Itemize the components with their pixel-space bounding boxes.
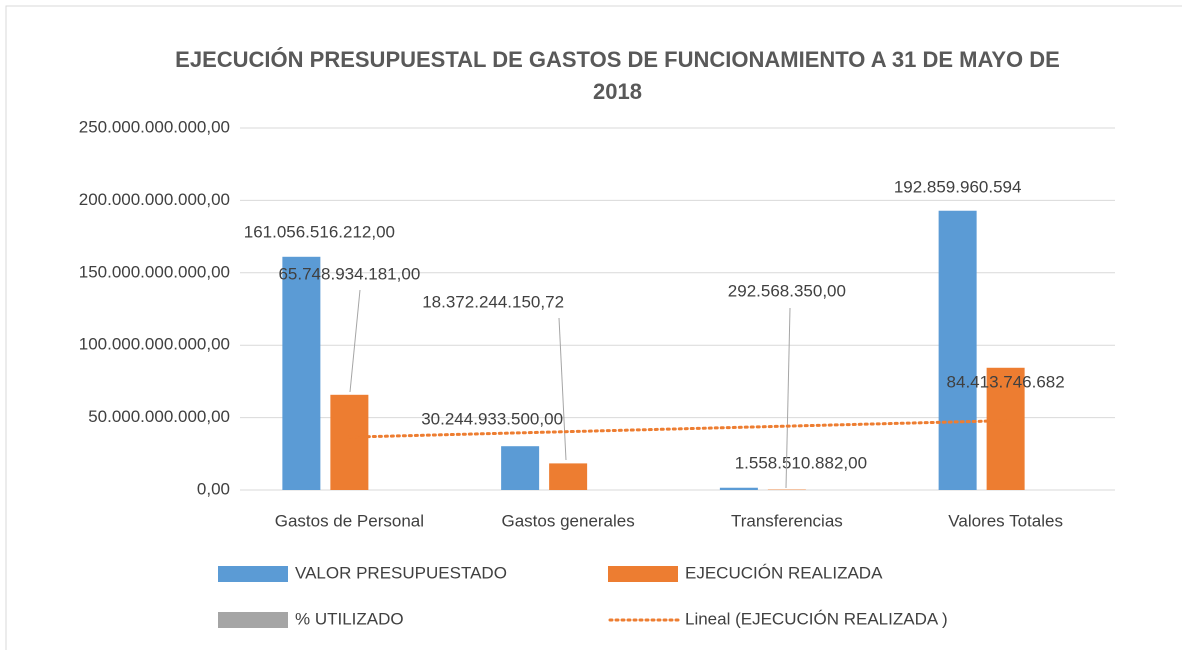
bar [330,394,369,490]
legend-swatch [218,612,288,628]
chart-border [5,5,1182,650]
data-label: 30.244.933.500,00 [421,409,563,428]
legend-swatch [608,566,678,582]
legend-label: % UTILIZADO [295,609,404,628]
x-tick-label: Valores Totales [948,511,1063,530]
leader-line [349,289,361,393]
y-tick-label: 200.000.000.000,00 [79,190,230,209]
data-label: 18.372.244.150,72 [422,292,564,311]
data-label: 192.859.960.594 [894,177,1022,196]
x-tick-label: Gastos generales [502,511,635,530]
bar [282,256,321,490]
bar [938,210,977,490]
y-tick-label: 150.000.000.000,00 [79,262,230,281]
data-label: 161.056.516.212,00 [244,222,395,241]
bar [549,463,588,490]
y-tick-label: 100.000.000.000,00 [79,335,230,354]
x-tick-label: Transferencias [731,511,843,530]
bar [501,446,540,490]
leader-line [558,317,567,461]
bar [986,367,1025,490]
trendline [347,419,1008,439]
y-tick-label: 50.000.000.000,00 [88,407,230,426]
y-tick-label: 0,00 [197,479,230,498]
chart-title: EJECUCIÓN PRESUPUESTAL DE GASTOS DE FUNC… [175,47,1060,104]
legend-label: EJECUCIÓN REALIZADA [685,563,883,582]
leader-line [785,307,791,489]
data-label: 65.748.934.181,00 [278,264,420,283]
x-tick-label: Gastos de Personal [275,511,424,530]
data-label: 84.413.746.682 [947,372,1065,391]
legend-swatch [218,566,288,582]
data-label: 1.558.510.882,00 [735,453,867,472]
legend-label: Lineal (EJECUCIÓN REALIZADA ) [685,609,948,628]
bar [719,487,758,490]
data-label: 292.568.350,00 [728,281,846,300]
legend-label: VALOR PRESUPUESTADO [295,563,507,582]
y-tick-label: 250.000.000.000,00 [79,117,230,136]
